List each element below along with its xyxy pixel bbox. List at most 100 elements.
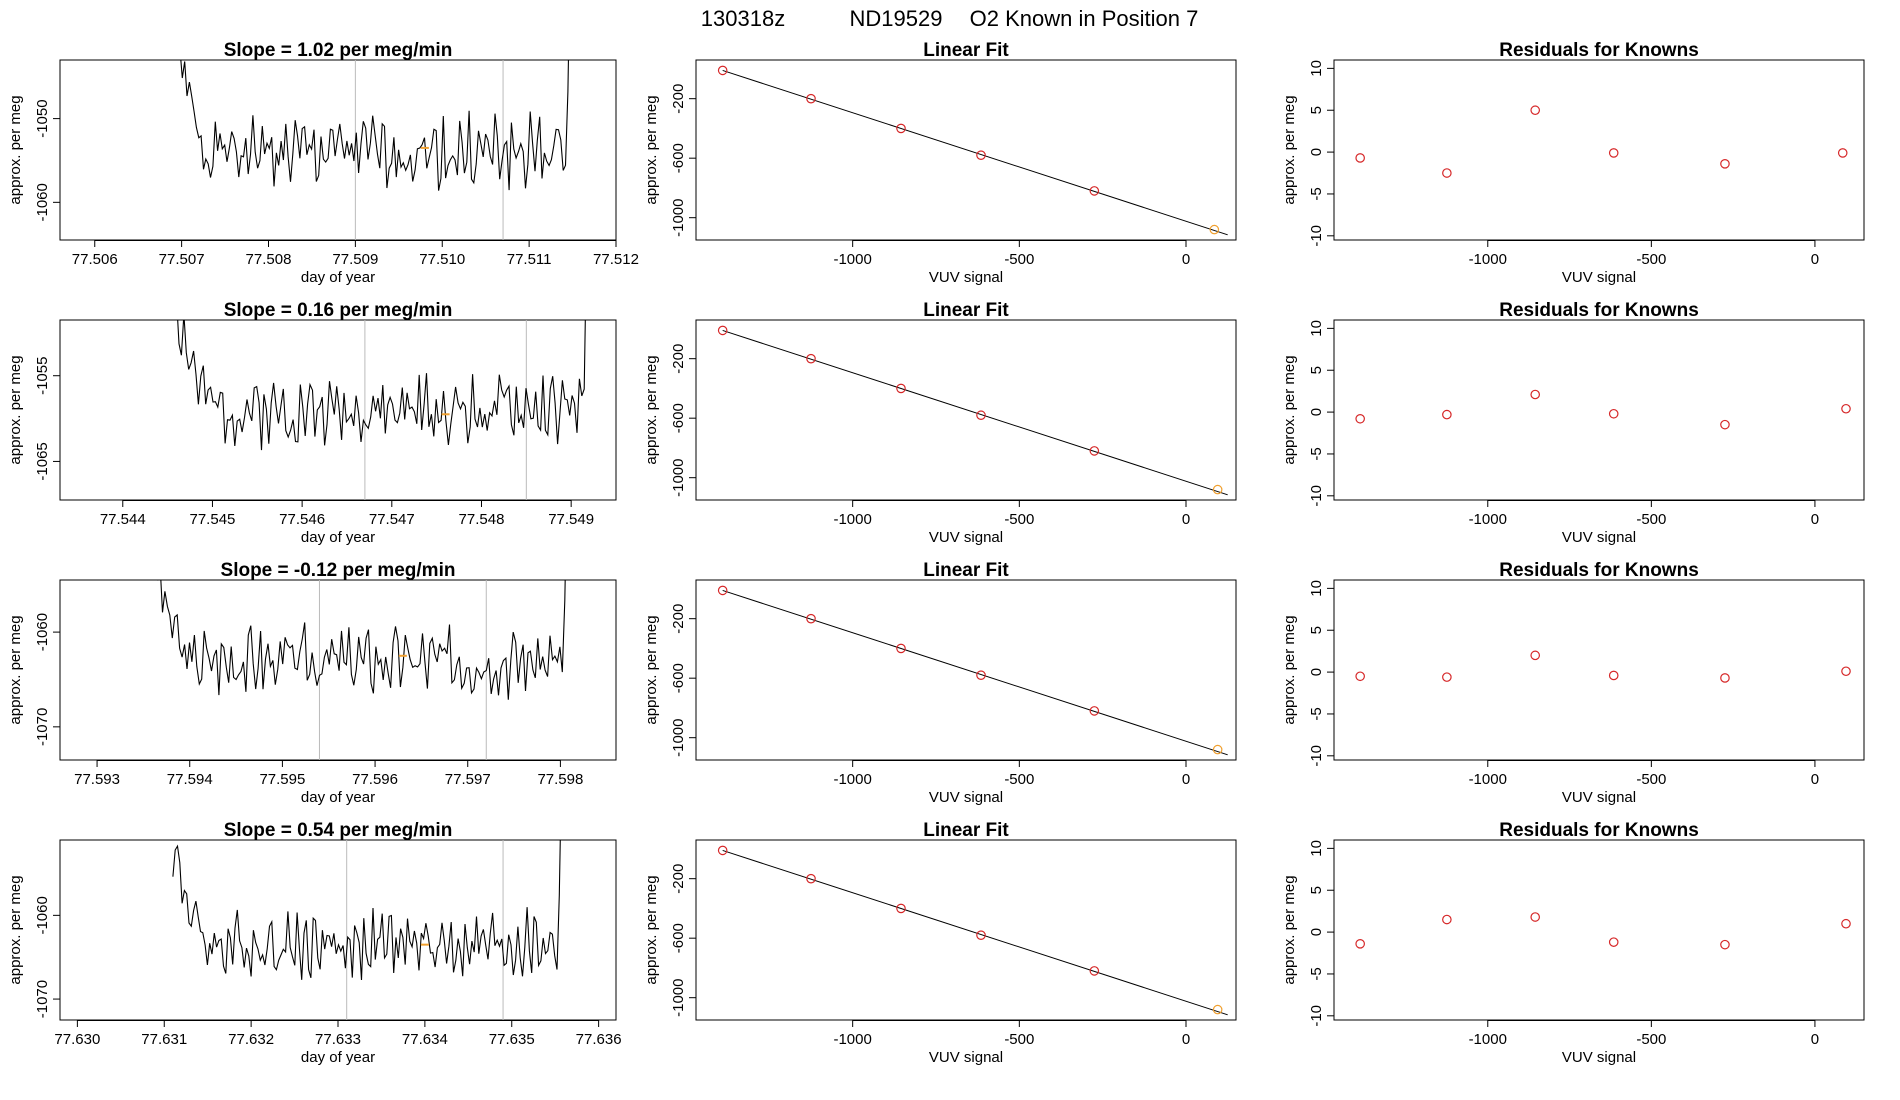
y-tick-label: -200 — [670, 344, 687, 374]
chart-title: Slope = -0.12 per meg/min — [221, 560, 456, 581]
data-point — [1355, 153, 1365, 163]
x-tick-label: 77.596 — [352, 771, 398, 788]
y-axis-label: approx. per meg — [7, 355, 24, 464]
data-point — [1608, 408, 1619, 419]
data-layer — [717, 585, 1228, 756]
x-axis-label: VUV signal — [929, 789, 1003, 806]
x-tick-label: 77.630 — [54, 1031, 100, 1048]
data-point — [896, 643, 906, 654]
x-axis-label: day of year — [301, 269, 375, 286]
data-point — [1720, 673, 1730, 683]
x-tick-label: -1000 — [833, 511, 871, 528]
y-tick-label: -10 — [1308, 225, 1325, 247]
chart-title: Residuals for Knowns — [1499, 300, 1699, 321]
fit-line — [722, 849, 1228, 1016]
data-point — [1212, 1004, 1223, 1015]
y-tick-label: 10 — [1308, 320, 1325, 337]
chart-panel-10: Slope = 0.54 per meg/min 77.630 77.631 77.6… — [7, 820, 622, 1066]
x-tick-label: 77.633 — [315, 1031, 361, 1048]
chart-panel-11: Linear Fit -1000 -500 0 -200 -600 -1000 VUV sig… — [643, 820, 1237, 1066]
y-tick-label: 0 — [1308, 668, 1325, 676]
chart-title: Linear Fit — [923, 40, 1009, 61]
plot-frame — [1333, 579, 1865, 761]
x-axis-label: VUV signal — [1562, 269, 1636, 286]
chart-panel-3: Residuals for Knowns -1000 -500 0 10 5 0 -5 -10 V… — [1281, 40, 1865, 286]
panel-grid: Slope = 1.02 per meg/min 77.506 77.507 77.5… — [7, 40, 1865, 1066]
x-axis-label: VUV signal — [1562, 1049, 1636, 1066]
data-point — [1530, 912, 1541, 922]
data-point — [806, 93, 816, 104]
y-tick-label: -5 — [1308, 707, 1325, 720]
y-tick-label: -5 — [1308, 447, 1325, 460]
x-axis-label: day of year — [301, 1049, 375, 1066]
y-tick-label: -200 — [670, 84, 687, 114]
data-point — [1608, 937, 1619, 947]
figure-header: 130318z ND19529 O2 Known in Position 7 — [701, 6, 1199, 31]
chart-title: Slope = 1.02 per meg/min — [224, 40, 453, 61]
chart-title: Residuals for Knowns — [1499, 40, 1699, 61]
x-tick-label: 77.506 — [72, 251, 118, 268]
x-tick-label: 0 — [1182, 1031, 1190, 1048]
data-point — [1720, 939, 1730, 950]
chart-title: Linear Fit — [923, 820, 1009, 841]
data-point — [717, 585, 728, 596]
plot-frame — [59, 319, 617, 501]
y-axis-label: approx. per meg — [1281, 355, 1298, 464]
x-tick-label: -500 — [1636, 251, 1666, 268]
x-tick-label: 0 — [1182, 771, 1190, 788]
y-tick-label: 5 — [1308, 886, 1325, 894]
y-tick-label: 10 — [1308, 840, 1325, 857]
x-tick-label: -500 — [1636, 1031, 1666, 1048]
data-point — [806, 873, 816, 884]
x-tick-label: 0 — [1811, 251, 1819, 268]
x-tick-label: 77.509 — [332, 251, 378, 268]
y-tick-label: -1055 — [34, 357, 51, 395]
y-tick-label: -10 — [1308, 485, 1325, 507]
data-point — [1089, 706, 1100, 716]
data-layer — [1355, 912, 1851, 950]
y-tick-label: -1000 — [670, 978, 687, 1016]
data-point — [1355, 939, 1365, 949]
x-tick-label: -1000 — [833, 1031, 871, 1048]
y-tick-label: -1000 — [670, 458, 687, 496]
x-tick-label: 77.634 — [402, 1031, 448, 1048]
y-tick-label: 5 — [1308, 366, 1325, 374]
y-axis-label: approx. per meg — [7, 615, 24, 724]
data-layer — [1355, 105, 1848, 178]
y-tick-label: -600 — [670, 143, 687, 173]
data-layer — [156, 580, 566, 760]
data-point — [976, 410, 986, 421]
y-tick-label: 0 — [1308, 928, 1325, 936]
header-tank-id: ND19529 — [850, 6, 943, 31]
data-point — [1841, 918, 1851, 929]
y-tick-label: -1060 — [34, 613, 51, 651]
x-tick-label: -500 — [1636, 511, 1666, 528]
y-axis-label: approx. per meg — [1281, 875, 1298, 984]
x-tick-label: -1000 — [1469, 771, 1507, 788]
x-tick-label: 77.595 — [259, 771, 305, 788]
data-layer — [717, 325, 1228, 496]
data-point — [1608, 148, 1619, 158]
data-layer — [172, 840, 561, 1020]
x-tick-label: 77.636 — [576, 1031, 622, 1048]
y-axis-label: approx. per meg — [643, 615, 660, 724]
y-tick-label: -5 — [1308, 967, 1325, 980]
chart-title: Slope = 0.16 per meg/min — [224, 300, 453, 321]
data-point — [717, 845, 728, 856]
x-tick-label: -500 — [1004, 251, 1034, 268]
y-axis-label: approx. per meg — [1281, 615, 1298, 724]
y-tick-label: -5 — [1308, 187, 1325, 200]
data-point — [1442, 409, 1452, 420]
data-layer — [177, 320, 586, 500]
data-point — [806, 613, 816, 624]
chart-panel-4: Slope = 0.16 per meg/min 77.544 77.545 77.5… — [7, 300, 617, 546]
x-tick-label: 77.632 — [228, 1031, 274, 1048]
x-tick-label: 77.511 — [507, 251, 552, 268]
y-tick-label: 5 — [1308, 626, 1325, 634]
x-tick-label: 0 — [1811, 771, 1819, 788]
header-position: O2 Known in Position 7 — [970, 6, 1199, 31]
data-point — [806, 353, 816, 364]
chart-title: Linear Fit — [923, 300, 1009, 321]
data-point — [1355, 413, 1365, 424]
